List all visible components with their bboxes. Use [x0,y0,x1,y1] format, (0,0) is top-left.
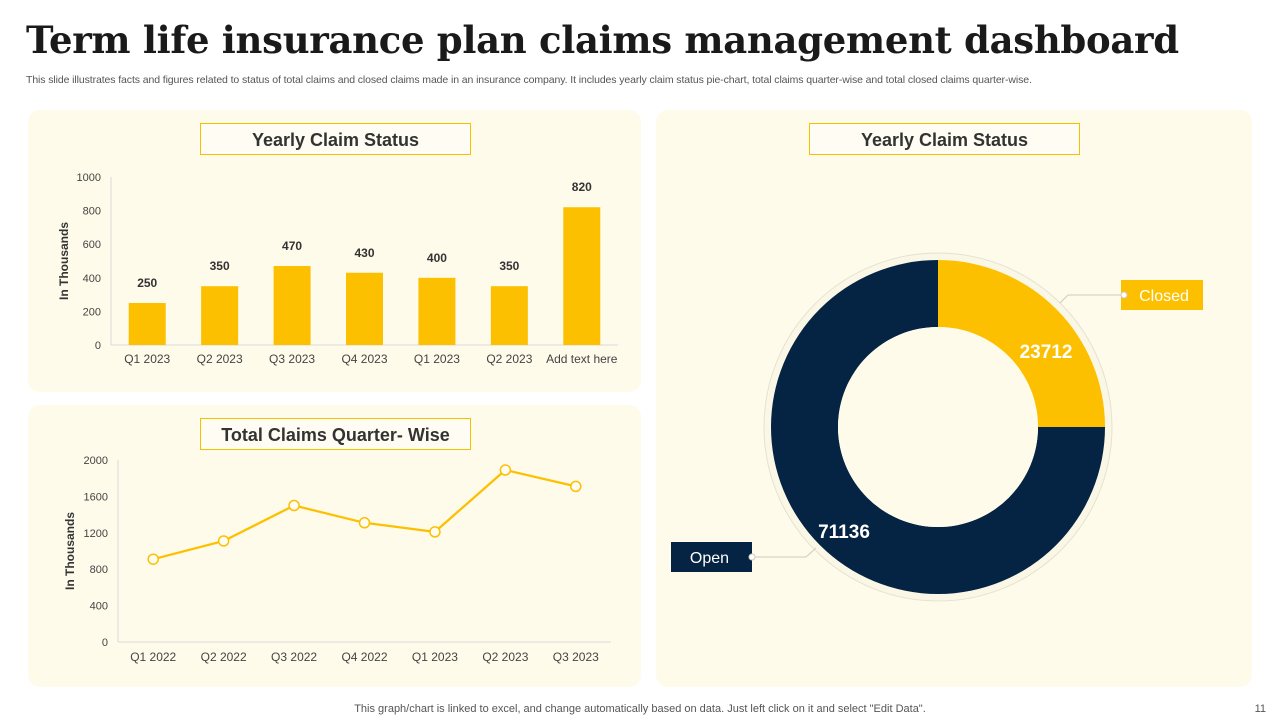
donut-slice-open [771,260,1105,594]
bar-data-label: 350 [210,259,230,273]
bar-data-label: 400 [427,251,447,265]
donut-value-label: 23712 [1020,342,1073,363]
line-chart-title: Total Claims Quarter- Wise [200,418,471,450]
donut-callout-box [671,542,752,572]
line-point [570,480,582,493]
bar [563,207,601,345]
line-y-tick-label: 1600 [84,491,108,503]
bar-x-tick-label: Q1 2023 [124,352,170,366]
bar-data-label: 820 [572,180,592,194]
line-y-tick-label: 400 [90,601,108,613]
line-point [358,517,371,529]
bar [201,286,239,345]
donut-chart: 23712 71136 Closed Open [671,252,1203,602]
page-number: 11 [1254,703,1266,715]
bar [128,303,166,345]
page-title: Term life insurance plan claims manageme… [26,18,1179,62]
line-series [152,468,577,561]
donut-hole [838,327,1038,527]
bar-y-axis-label: In Thousands [57,222,71,300]
line-chart-panel: Total Claims Quarter- Wise 0 400 800 1200 16… [28,405,641,687]
donut-callout-box [1121,280,1203,310]
line-y-tick-label: 800 [90,564,108,576]
donut-legend-label: Closed [1139,288,1189,305]
donut-callout-dot [748,553,756,561]
bar-data-label: 470 [282,239,302,253]
donut-value-label: 71136 [818,522,870,543]
line-chart: 0 400 800 1200 1600 2000 In Thousands Q1 2022 Q2… [63,455,611,664]
bar-data-label: 350 [499,259,519,273]
bar-x-tick-label: Add text here [546,352,618,366]
bar [273,266,311,345]
bar [490,286,528,345]
line-point [499,464,512,476]
line-y-tick-label: 2000 [84,455,108,467]
line-x-tick-label: Q2 2022 [201,650,247,664]
line-x-tick-label: Q4 2022 [341,650,387,664]
bar-data-label: 250 [137,276,157,290]
bar-chart-panel: Yearly Claim Status 0 200 400 600 800 1000 In … [28,110,641,392]
line-x-tick-label: Q1 2023 [412,650,458,664]
page-subtitle: This slide illustrates facts and figures… [26,74,1032,86]
donut-callout-line [1059,294,1124,304]
donut-callout-dot [1120,291,1128,299]
line-x-tick-label: Q3 2023 [553,650,599,664]
bar-x-tick-label: Q4 2023 [341,352,387,366]
line-point [147,553,159,565]
line-x-tick-label: Q3 2022 [271,650,317,664]
bar-chart-title: Yearly Claim Status [200,123,471,155]
line-x-tick-label: Q2 2023 [482,650,528,664]
bar-y-tick-label: 400 [83,273,101,285]
line-point [217,535,230,547]
line-y-axis-label: In Thousands [63,512,77,590]
bar-y-tick-label: 800 [83,206,101,218]
bar [418,277,456,345]
donut-slice-closed [938,260,1105,427]
bar-y-tick-label: 0 [95,340,101,352]
bar-data-label: 430 [354,246,374,260]
line-point [429,526,441,538]
bar [346,272,383,345]
donut-chart-title: Yearly Claim Status [809,123,1080,155]
bar-y-tick-label: 1000 [77,172,101,184]
donut-chart-panel: Yearly Claim Status 23712 71136 Closed Open [656,110,1252,687]
bar-y-tick-label: 200 [83,306,101,318]
bar-chart: 0 200 400 600 800 1000 In Thousands 250 Q1 2023 3… [57,172,618,366]
bar-x-tick-label: Q2 2023 [197,352,243,366]
bar-x-tick-label: Q3 2023 [269,352,315,366]
line-y-tick-label: 0 [102,637,108,649]
line-y-tick-label: 1200 [84,528,108,540]
line-x-tick-label: Q1 2022 [130,650,176,664]
donut-callout-line [752,547,817,558]
bar-x-tick-label: Q2 2023 [486,352,532,366]
line-point [288,499,300,512]
footer-note: This graph/chart is linked to excel, and… [354,703,926,715]
bar-y-tick-label: 600 [83,239,101,251]
bar-x-tick-label: Q1 2023 [414,352,460,366]
donut-legend-label: Open [690,550,729,567]
